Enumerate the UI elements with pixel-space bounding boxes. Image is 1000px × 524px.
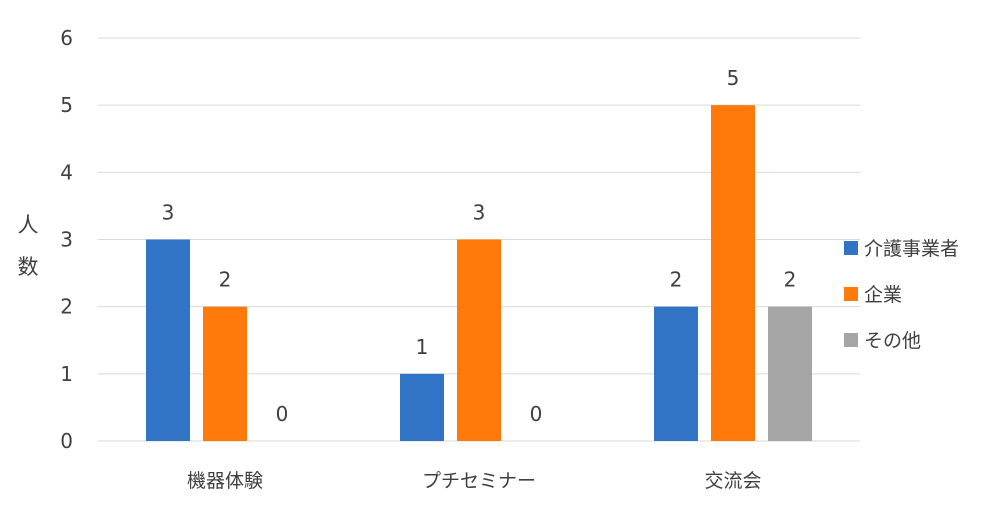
y-tick-label-6: 6 [60,26,73,50]
category-label-3: 交流会 [704,470,761,492]
data-label-3-2: 0 [530,402,543,426]
y-axis-ticks: 0 1 2 3 4 5 6 [60,26,73,453]
legend-label-3: その他 [864,330,921,352]
data-labels: 3 2 0 1 3 0 2 5 2 [162,66,797,426]
legend-label-2: 企業 [864,284,902,306]
legend-swatch-1 [844,241,858,255]
data-label-3-1: 0 [276,402,289,426]
legend-swatch-2 [844,287,858,301]
y-tick-label-2: 2 [60,295,73,319]
bar-2-3 [711,105,755,442]
bar-1-1 [146,239,190,441]
category-label-1: 機器体験 [187,470,263,492]
y-tick-label-4: 4 [60,160,73,184]
y-axis-label: 人 数 [18,213,39,279]
legend-swatch-3 [844,333,858,347]
bar-2-2 [457,239,501,441]
x-axis-categories: 機器体験 プチセミナー 交流会 [187,470,762,492]
y-tick-label-5: 5 [60,93,73,117]
data-label-2-3: 5 [727,66,740,90]
bar-3-3 [768,306,812,441]
data-label-1-1: 3 [162,201,175,225]
y-tick-label-3: 3 [60,228,73,252]
bar-2-1 [203,306,247,441]
data-label-2-1: 2 [219,268,232,292]
legend-label-1: 介護事業者 [864,238,959,260]
bar-1-3 [654,306,698,441]
data-label-1-2: 1 [416,335,429,359]
y-axis-label-char-2: 数 [18,255,39,279]
category-label-2: プチセミナー [422,470,536,492]
data-label-3-3: 2 [784,268,797,292]
y-axis-label-char-1: 人 [18,213,39,237]
y-tick-label-1: 1 [60,362,73,386]
bar-1-2 [400,373,444,441]
data-label-1-3: 2 [670,268,683,292]
bars [146,105,812,442]
y-tick-label-0: 0 [60,429,73,453]
data-label-2-2: 3 [473,201,486,225]
